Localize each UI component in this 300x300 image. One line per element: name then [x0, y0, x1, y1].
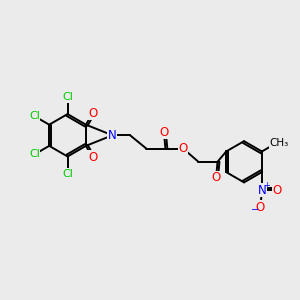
Text: Cl: Cl [29, 111, 40, 121]
Text: O: O [159, 126, 169, 139]
Text: N: N [108, 129, 117, 142]
Text: O: O [256, 201, 265, 214]
Text: O: O [88, 151, 97, 164]
Text: Cl: Cl [62, 92, 73, 102]
Text: O: O [212, 172, 221, 184]
Text: N: N [257, 184, 266, 197]
Text: −: − [251, 206, 259, 215]
Text: O: O [273, 184, 282, 197]
Text: O: O [178, 142, 188, 155]
Text: O: O [88, 107, 97, 120]
Text: Cl: Cl [29, 149, 40, 159]
Text: CH₃: CH₃ [270, 138, 289, 148]
Text: Cl: Cl [62, 169, 73, 178]
Text: +: + [263, 182, 270, 190]
